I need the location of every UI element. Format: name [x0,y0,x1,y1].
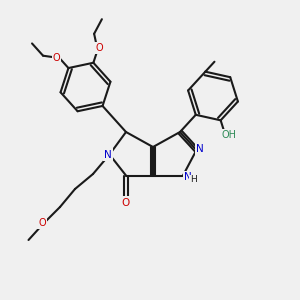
Text: O: O [38,218,46,229]
Text: N: N [104,149,112,160]
Text: O: O [95,44,103,53]
Text: O: O [52,53,60,63]
Text: N: N [196,143,203,154]
Text: O: O [122,197,130,208]
Text: H: H [190,176,197,184]
Text: OH: OH [221,130,236,140]
Text: N: N [184,172,191,182]
